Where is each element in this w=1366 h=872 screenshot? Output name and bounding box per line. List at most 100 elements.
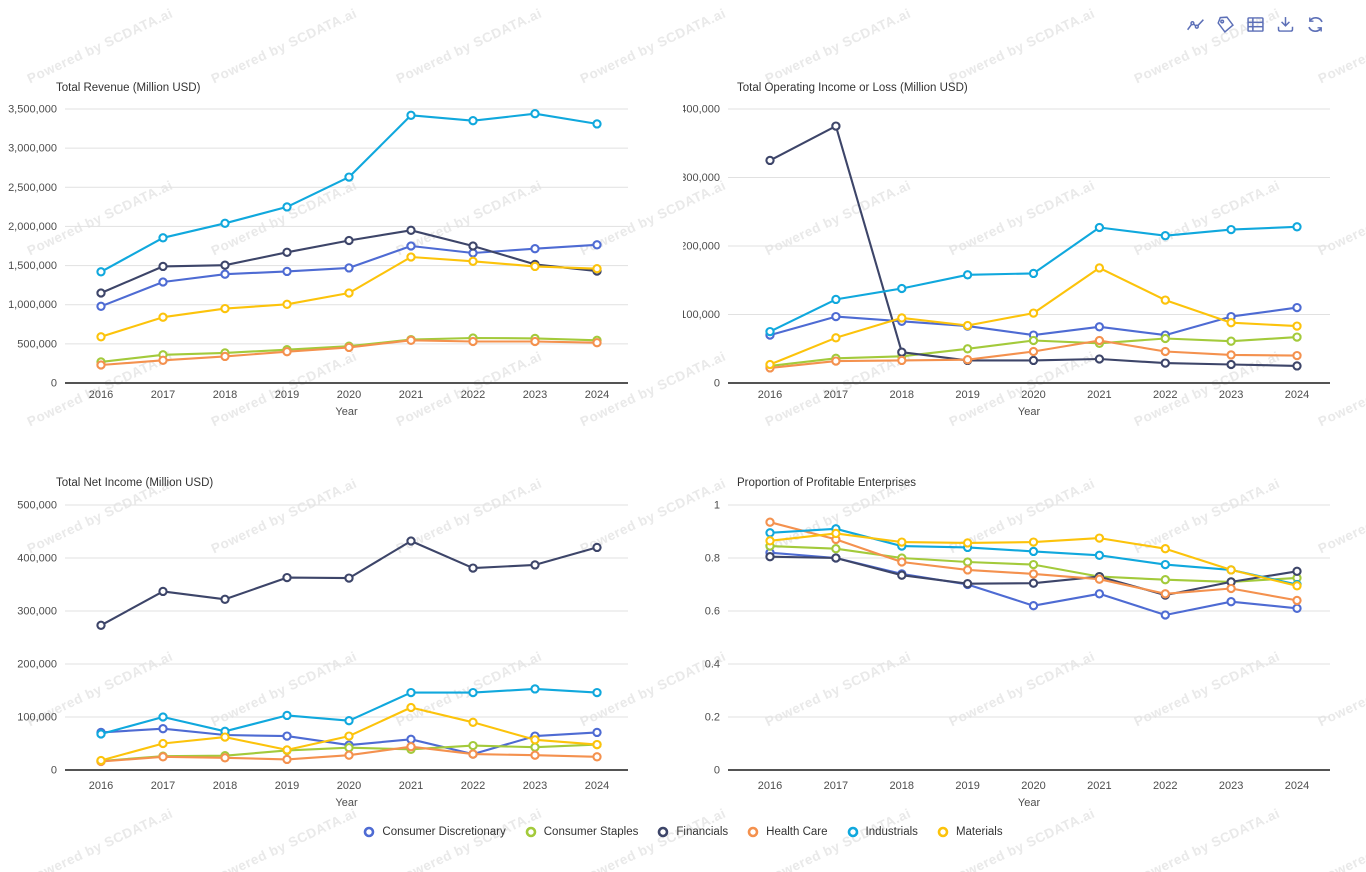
legend-item-materials[interactable]: Materials xyxy=(937,826,1003,838)
data-point xyxy=(406,252,416,262)
legend-item-health-care[interactable]: Health Care xyxy=(747,826,828,838)
plot-area: 0 100,000 200,000 300,000 400,000 500,000 2016… xyxy=(17,500,628,809)
data-point xyxy=(158,261,168,272)
data-point xyxy=(158,312,168,322)
data-point xyxy=(592,264,602,274)
data-point xyxy=(592,727,602,738)
data-point xyxy=(831,528,841,539)
data-point xyxy=(962,355,973,365)
data-point xyxy=(282,266,292,277)
data-point xyxy=(765,552,775,562)
data-point xyxy=(1226,565,1236,575)
data-point xyxy=(158,752,168,762)
legend-marker-icon xyxy=(747,826,759,838)
data-point xyxy=(765,155,775,166)
data-point xyxy=(962,344,973,354)
refresh-icon[interactable] xyxy=(1305,14,1326,35)
data-point xyxy=(1292,350,1302,361)
legend-item-industrials[interactable]: Industrials xyxy=(847,826,918,838)
data-point xyxy=(1094,550,1105,560)
x-tick-label: 2018 xyxy=(890,389,914,401)
data-point xyxy=(406,225,416,235)
data-point xyxy=(592,739,602,750)
data-point xyxy=(897,347,907,357)
data-point xyxy=(897,283,907,294)
y-tick-label: 3,500,000 xyxy=(8,104,57,116)
legend-label: Financials xyxy=(676,826,729,838)
data-point xyxy=(1160,559,1170,570)
chart-total-revenue: Total Revenue (Million USD) 0 500,000 1,00… xyxy=(0,75,683,425)
data-point xyxy=(96,301,106,311)
y-tick-label: 400,000 xyxy=(17,553,57,565)
data-point xyxy=(1160,358,1170,368)
chart-title: Total Operating Income or Loss (Million … xyxy=(737,82,968,94)
legend-item-financials[interactable]: Financials xyxy=(657,826,728,838)
legend-label: Consumer Staples xyxy=(543,826,639,838)
data-point xyxy=(592,240,602,250)
data-point xyxy=(344,716,354,726)
x-tick-label: 2021 xyxy=(399,389,423,401)
data-point xyxy=(1160,544,1170,554)
chart-net-income: Total Net Income (Million USD) 0 100,000 2… xyxy=(0,470,683,820)
data-point xyxy=(1226,597,1236,607)
y-tick-label: 0.8 xyxy=(705,553,720,565)
data-point xyxy=(530,336,540,347)
x-tick-label: 2024 xyxy=(585,780,609,792)
data-point xyxy=(282,754,292,765)
data-point xyxy=(1292,603,1302,613)
legend-label: Health Care xyxy=(766,826,828,838)
x-tick-label: 2017 xyxy=(151,389,175,401)
data-point xyxy=(1028,268,1039,279)
x-tick-label: 2022 xyxy=(1153,780,1177,792)
tag-icon[interactable] xyxy=(1215,14,1236,35)
data-point xyxy=(1094,222,1105,233)
data-point xyxy=(220,218,230,228)
data-point xyxy=(1094,533,1105,543)
data-point xyxy=(1028,601,1039,611)
x-tick-label: 2024 xyxy=(585,389,609,401)
y-tick-label: 2,500,000 xyxy=(8,182,57,194)
y-tick-label: 400,000 xyxy=(683,104,720,116)
x-tick-label: 2017 xyxy=(824,389,848,401)
data-point xyxy=(158,355,168,365)
y-tick-label: 1 xyxy=(714,500,720,512)
series-line-industrials xyxy=(99,687,599,736)
data-point xyxy=(1226,583,1236,594)
data-point xyxy=(344,342,354,353)
series-line-industrials xyxy=(99,112,599,273)
y-tick-label: 1,000,000 xyxy=(8,299,57,311)
data-point xyxy=(220,303,230,314)
data-table-icon[interactable] xyxy=(1245,14,1266,35)
data-point xyxy=(1292,302,1302,313)
data-point xyxy=(831,294,841,305)
data-point xyxy=(897,355,907,366)
data-point xyxy=(831,553,841,563)
data-point xyxy=(220,753,230,763)
y-tick-label: 500,000 xyxy=(17,338,57,350)
data-point xyxy=(406,734,416,744)
data-point xyxy=(406,536,416,546)
data-point xyxy=(220,732,230,742)
data-point xyxy=(220,351,230,362)
data-point xyxy=(96,755,106,766)
data-point xyxy=(765,536,775,546)
legend-marker-icon xyxy=(658,826,669,838)
legend-marker-icon xyxy=(525,826,537,838)
y-tick-label: 0.4 xyxy=(705,659,720,671)
data-point xyxy=(530,244,540,254)
legend-item-consumer-discretionary[interactable]: Consumer Discretionary xyxy=(363,826,506,838)
y-tick-label: 200,000 xyxy=(17,659,57,671)
data-point xyxy=(1094,263,1105,273)
x-tick-label: 2023 xyxy=(523,780,547,792)
data-point xyxy=(344,573,354,583)
x-tick-label: 2016 xyxy=(89,389,113,401)
line-chart-icon[interactable] xyxy=(1185,14,1206,35)
data-point xyxy=(282,247,292,257)
chart-toolbar xyxy=(1185,14,1326,35)
legend-item-consumer-staples[interactable]: Consumer Staples xyxy=(525,826,639,838)
x-tick-label: 2020 xyxy=(1021,780,1045,792)
data-point xyxy=(1028,559,1039,570)
download-icon[interactable] xyxy=(1275,14,1296,35)
data-point xyxy=(344,172,354,182)
data-point xyxy=(592,542,602,553)
